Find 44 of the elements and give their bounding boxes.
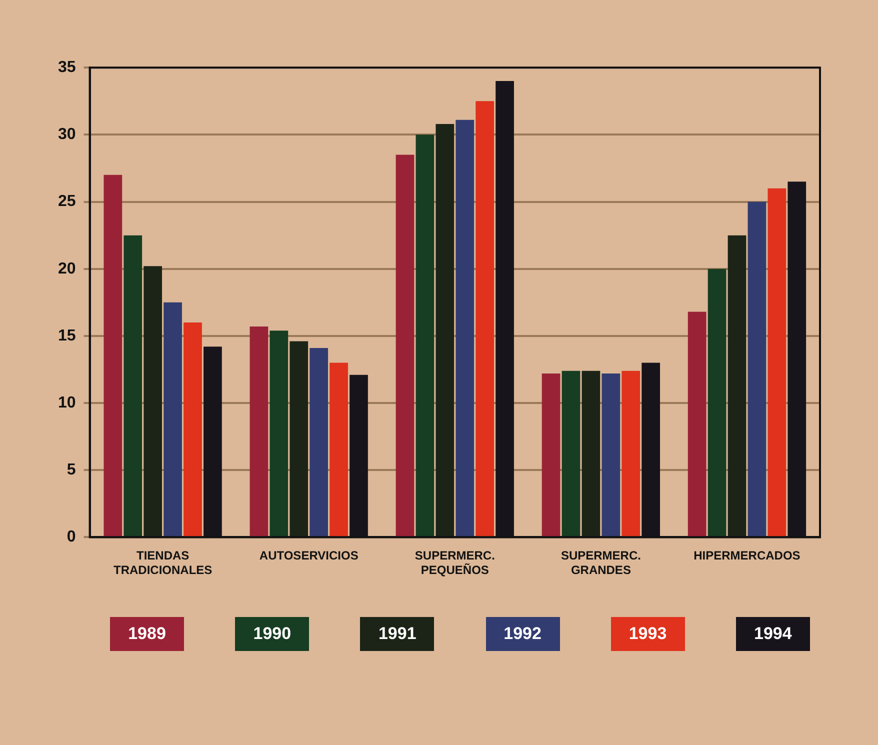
bar [748,202,766,536]
bar [290,341,308,536]
bar [436,124,454,536]
bar [728,235,746,536]
bar [622,370,640,536]
bar [456,120,474,536]
y-tick-label: 5 [66,462,76,479]
bar [144,266,162,536]
x-tick-label: SUPERMERC. PEQUEÑOS [414,548,495,578]
bar [270,330,288,536]
x-tick-label: AUTOSERVICIOS [259,548,358,563]
y-tick-label: 15 [58,327,76,344]
bar [542,374,560,536]
text: 1992 [486,617,560,651]
bar [708,268,726,536]
bar [476,101,494,536]
bar [250,326,268,536]
bar [582,370,600,536]
bar [688,312,706,536]
bar [124,235,142,536]
y-tick-label: 25 [58,193,76,210]
y-tick-label: 10 [58,394,76,412]
y-tick-label: 0 [66,528,76,546]
bar [416,134,434,536]
bar [396,154,414,536]
y-tick-label: 35 [58,59,76,76]
bar [310,348,328,536]
y-tick-label: 20 [58,260,76,278]
y-tick-label: 30 [58,126,76,144]
x-tick-label: SUPERMERC. GRANDES [560,548,641,578]
bar [562,370,580,536]
bar [184,322,202,536]
text: 1990 [235,617,310,651]
bar [768,188,786,536]
text: 1989 [110,617,184,651]
bar [104,174,122,536]
x-tick-label: HIPERMERCADOS [694,548,800,563]
bar [164,302,182,536]
bar [602,374,620,536]
text: 1991 [360,617,434,651]
x-tick-label: TIENDAS TRADICIONALES [113,548,212,578]
bar [330,362,348,536]
text: 1993 [610,617,685,651]
text: 1994 [736,617,810,651]
